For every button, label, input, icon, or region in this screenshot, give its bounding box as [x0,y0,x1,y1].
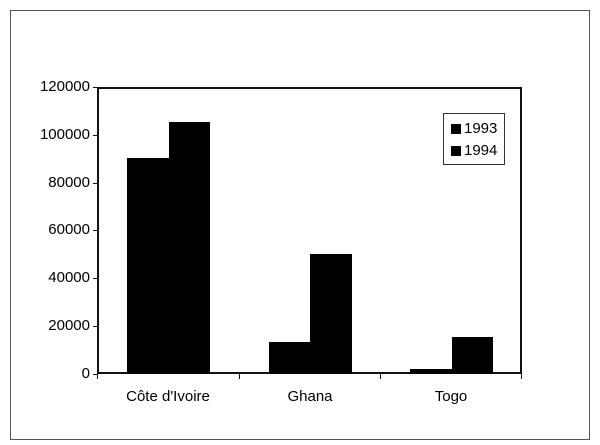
bar-1993 [127,157,169,374]
y-tick [93,278,98,279]
y-tick [93,230,98,231]
legend-swatch-icon [451,124,461,134]
x-tick-label: Ghana [287,388,333,405]
y-tick [93,135,98,136]
legend-item-1994: 1994 [451,142,497,160]
bar-1993 [268,341,311,374]
legend-swatch-icon [451,146,461,156]
y-tick [93,87,98,88]
legend: 1993 1994 [443,113,505,165]
legend-label: 1993 [464,120,498,137]
chart-frame [10,10,590,440]
legend-label: 1994 [464,142,498,159]
bar-1994 [451,336,494,374]
y-tick-label: 20000 [48,317,90,334]
x-tick [380,374,381,379]
legend-item-1993: 1993 [451,120,497,138]
y-tick-label: 60000 [48,221,90,238]
x-tick [239,374,240,379]
bar-1994 [310,253,352,374]
y-tick-label: 40000 [48,269,90,286]
x-tick [97,374,98,379]
y-tick-label: 100000 [39,126,90,143]
x-tick-label: Côte d'Ivoire [126,388,210,405]
y-tick-label: 120000 [39,78,90,95]
y-tick-label: 80000 [48,174,90,191]
x-tick-label: Togo [434,388,468,405]
y-tick [93,326,98,327]
bar-1994 [168,121,210,374]
bar-1993 [410,368,452,374]
y-tick [93,374,98,375]
y-tick-label: 0 [81,365,90,382]
y-tick [93,183,98,184]
x-tick [521,374,522,379]
